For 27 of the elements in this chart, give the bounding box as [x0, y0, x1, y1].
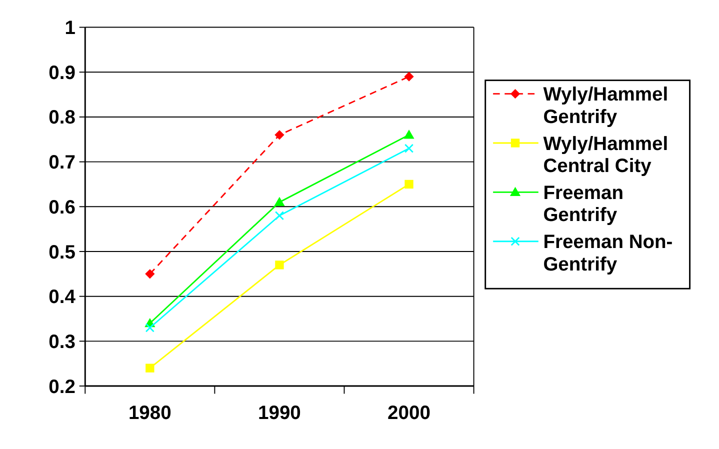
point [145, 323, 154, 332]
x-tick-label: 2000 [388, 402, 430, 424]
x-tick-label: 1990 [258, 402, 301, 424]
legend-label: Freeman Gentrify [543, 182, 624, 226]
y-tick-label: 0.5 [48, 242, 76, 264]
point [275, 260, 284, 270]
y-tick-label: 0.6 [48, 197, 76, 218]
point [404, 180, 414, 189]
legend-label: Wyly/Hammel Gentrify [543, 84, 668, 128]
legend-label: Wyly/Hammel Central City [543, 134, 668, 177]
point [274, 196, 285, 206]
y-tick-label: 0.8 [48, 108, 76, 129]
y-tick-label: 0.3 [48, 332, 76, 353]
legend-label: Freeman Non-Gentrify [543, 232, 673, 276]
point [274, 130, 284, 140]
point [274, 211, 284, 220]
x-tick-label: 1980 [128, 402, 172, 424]
point [145, 269, 155, 279]
point [146, 364, 154, 372]
y-tick-label: 0.4 [48, 287, 76, 308]
point [404, 130, 414, 139]
point [404, 144, 414, 153]
y-tick-label: 0.2 [48, 376, 76, 398]
point [404, 72, 414, 82]
y-tick-label: 0.9 [48, 62, 76, 84]
y-tick-label: 0.7 [48, 152, 76, 174]
y-tick-label: 1 [64, 18, 76, 40]
